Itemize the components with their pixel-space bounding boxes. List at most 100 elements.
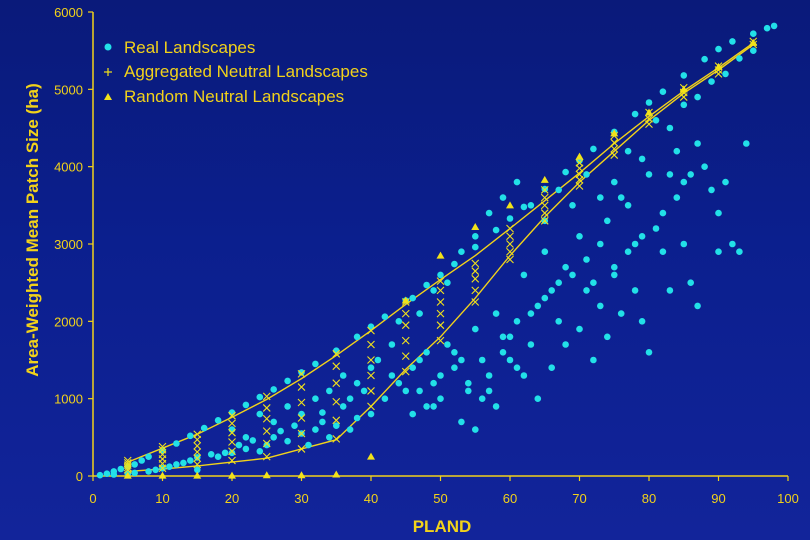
real-landscape-point bbox=[451, 349, 458, 356]
real-landscape-point bbox=[645, 349, 653, 356]
real-landscape-point bbox=[527, 310, 535, 317]
aggregated-neutral-point bbox=[471, 298, 480, 306]
aggregated-neutral-point bbox=[262, 427, 271, 436]
random-neutral-points bbox=[123, 38, 758, 479]
real-landscape-point bbox=[743, 140, 750, 147]
real-landscape-point bbox=[263, 441, 271, 449]
x-axis-title: PLAND bbox=[413, 517, 472, 536]
real-landscape-point bbox=[680, 72, 688, 79]
real-landscape-point bbox=[221, 449, 229, 457]
real-landscape-point bbox=[645, 99, 653, 106]
real-landscape-point bbox=[305, 441, 312, 449]
real-landscape-point bbox=[200, 424, 208, 432]
real-landscape-point bbox=[346, 395, 354, 403]
real-landscape-point bbox=[513, 364, 521, 372]
aggregated-neutral-point bbox=[506, 240, 514, 248]
aggregated-neutral-point bbox=[367, 371, 375, 380]
real-landscape-point bbox=[548, 364, 555, 372]
real-landscape-point bbox=[430, 379, 437, 387]
real-landscape-point bbox=[409, 364, 417, 372]
x-tick-label: 80 bbox=[642, 491, 656, 506]
aggregated-neutral-point bbox=[401, 352, 410, 361]
aggregated-neutral-point bbox=[367, 402, 375, 411]
real-landscape-point bbox=[666, 171, 674, 178]
aggregated-neutral-point bbox=[540, 193, 549, 202]
real-landscape-point bbox=[569, 202, 576, 209]
aggregated-neutral-point bbox=[297, 414, 306, 422]
real-landscape-point bbox=[597, 194, 604, 201]
real-landscape-point bbox=[256, 410, 264, 418]
aggregated-neutral-point bbox=[436, 277, 445, 286]
random-neutral-point bbox=[714, 62, 723, 70]
real-landscape-point bbox=[715, 209, 722, 217]
aggregated-neutral-points bbox=[123, 37, 758, 474]
real-landscape-point bbox=[687, 171, 694, 178]
aggregated-neutral-point bbox=[297, 398, 306, 407]
x-tick-label: 20 bbox=[225, 491, 239, 506]
real-landscape-point bbox=[326, 434, 333, 441]
real-landscape-point bbox=[194, 466, 201, 474]
aggregated-neutral-point bbox=[540, 201, 549, 210]
real-landscape-point bbox=[173, 440, 180, 447]
real-landscape-point bbox=[583, 256, 590, 263]
real-landscape-point bbox=[659, 248, 667, 255]
aggregated-neutral-point bbox=[297, 370, 306, 378]
aggregated-neutral-point bbox=[367, 340, 375, 349]
aggregated-neutral-point bbox=[228, 456, 236, 465]
real-landscape-point bbox=[541, 294, 549, 302]
random-neutral-point bbox=[262, 471, 271, 479]
aggregated-neutral-point bbox=[332, 416, 341, 425]
aggregated-neutral-point bbox=[228, 428, 236, 437]
real-landscape-point bbox=[694, 140, 701, 147]
real-landscape-point bbox=[353, 333, 361, 341]
aggregated-neutral-point bbox=[575, 158, 584, 167]
legend-label-real: Real Landscapes bbox=[124, 38, 255, 57]
legend-circle-icon bbox=[104, 43, 112, 51]
aggregated-neutral-point bbox=[262, 404, 271, 412]
real-landscape-point bbox=[604, 333, 611, 341]
real-landscape-point bbox=[645, 171, 653, 178]
aggregated-neutral-point bbox=[332, 434, 341, 443]
real-landscape-point bbox=[624, 202, 632, 209]
real-landscape-point bbox=[228, 426, 236, 433]
real-landscape-point bbox=[527, 202, 535, 209]
real-landscape-point bbox=[242, 445, 250, 453]
real-landscape-point bbox=[423, 281, 430, 289]
real-landscape-point bbox=[339, 372, 347, 379]
random-neutral-point bbox=[123, 471, 132, 479]
real-landscape-point bbox=[346, 426, 354, 433]
real-landscape-point bbox=[729, 38, 736, 45]
aggregated-neutral-point bbox=[297, 383, 306, 391]
real-landscape-point bbox=[492, 310, 500, 317]
real-landscape-point bbox=[673, 194, 681, 201]
y-tick-label: 6000 bbox=[54, 5, 83, 20]
real-landscape-point bbox=[659, 209, 667, 217]
real-landscape-point bbox=[374, 356, 382, 364]
y-tick-label: 2000 bbox=[54, 314, 83, 329]
real-landscape-point bbox=[166, 463, 173, 471]
real-landscape-point bbox=[242, 434, 250, 441]
real-landscape-point bbox=[409, 294, 417, 302]
real-landscape-point bbox=[214, 417, 222, 424]
real-landscape-point bbox=[736, 248, 743, 255]
real-landscape-point bbox=[687, 279, 694, 287]
real-landscape-point bbox=[430, 403, 437, 410]
real-landscape-point bbox=[680, 101, 688, 109]
real-landscape-point bbox=[381, 313, 389, 321]
random-neutral-point bbox=[540, 175, 549, 183]
real-landscape-point bbox=[617, 194, 625, 201]
real-landscape-point bbox=[256, 393, 264, 401]
real-landscape-point bbox=[333, 422, 340, 430]
real-landscape-point bbox=[388, 372, 396, 379]
real-landscape-point bbox=[270, 434, 278, 441]
real-landscape-point bbox=[659, 88, 667, 95]
real-landscape-point bbox=[437, 372, 444, 379]
real-landscape-point bbox=[451, 260, 458, 268]
real-landscape-point bbox=[478, 356, 486, 364]
x-tick-label: 30 bbox=[294, 491, 308, 506]
y-tick-label: 3000 bbox=[54, 237, 83, 252]
real-landscape-point bbox=[145, 468, 152, 475]
y-tick-label: 5000 bbox=[54, 82, 83, 97]
aggregated-neutral-point bbox=[332, 379, 341, 388]
random-neutral-point bbox=[575, 152, 584, 160]
